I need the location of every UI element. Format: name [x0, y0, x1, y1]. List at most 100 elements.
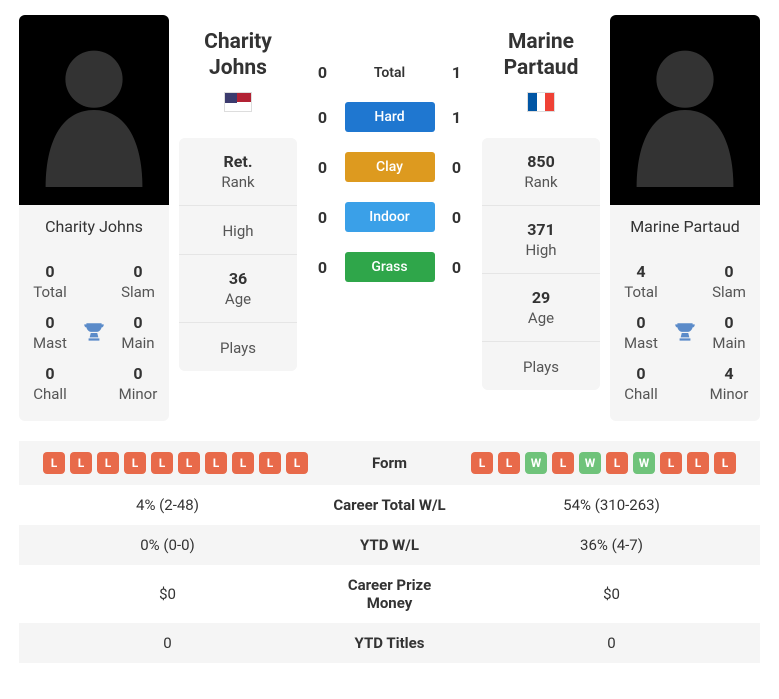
- trophy-icon: [668, 320, 702, 346]
- p1-age: 36Age: [179, 255, 297, 323]
- p1-total-count: 0: [315, 63, 331, 82]
- cmp-p2-value: LLWLWLWLLL: [463, 441, 760, 485]
- cmp-label: Career Prize Money: [316, 565, 463, 623]
- player2-card: Marine Partaud 4Total 0Slam 0Mast 0Main …: [610, 15, 760, 421]
- flag-us-icon: [224, 92, 252, 112]
- p1-grass-count: 0: [315, 258, 331, 277]
- cmp-p2-value: 54% (310-263): [463, 485, 760, 525]
- form-chip-l: L: [232, 452, 254, 474]
- form-chip-l: L: [259, 452, 281, 474]
- form-chip-l: L: [43, 452, 65, 474]
- silhouette-icon: [39, 30, 149, 190]
- surface-label-grass: Grass: [345, 252, 435, 282]
- form-chip-l: L: [498, 452, 520, 474]
- cmp-row: $0Career Prize Money$0: [19, 565, 760, 623]
- cmp-p1-value: $0: [19, 565, 316, 623]
- surface-row-clay: 0 Clay 0: [307, 152, 472, 182]
- form-chip-l: L: [97, 452, 119, 474]
- p1-high: High: [179, 206, 297, 255]
- form-chip-w: W: [579, 452, 601, 474]
- player2-name-col: Marine Partaud 850Rank 371High 29Age Pla…: [482, 15, 600, 421]
- h2h-center: 0Total10Hard10Clay00Indoor00Grass0: [307, 15, 472, 421]
- cmp-label: Form: [316, 441, 463, 485]
- p1-hard-count: 0: [315, 108, 331, 127]
- cmp-row: 4% (2-48)Career Total W/L54% (310-263): [19, 485, 760, 525]
- cmp-p2-value: $0: [463, 565, 760, 623]
- form-chips: LLWLWLWLLL: [471, 452, 752, 474]
- p2-age: 29Age: [482, 274, 600, 342]
- p2-total-count: 1: [449, 63, 465, 82]
- p2-total: 4Total: [614, 256, 668, 307]
- cmp-row: 0% (0-0)YTD W/L36% (4-7): [19, 525, 760, 565]
- surface-label-hard: Hard: [345, 102, 435, 132]
- player2-bigname: Marine Partaud: [502, 15, 581, 92]
- form-chip-l: L: [205, 452, 227, 474]
- surface-label-total: Total: [345, 65, 435, 81]
- p2-rank: 850Rank: [482, 138, 600, 206]
- player1-titles: 0Total 0Slam 0Mast 0Main 0Chall 0Minor: [19, 248, 169, 421]
- p1-clay-count: 0: [315, 158, 331, 177]
- p2-mast: 0Mast: [614, 307, 668, 358]
- form-chip-l: L: [687, 452, 709, 474]
- surface-row-grass: 0 Grass 0: [307, 252, 472, 282]
- surface-row-indoor: 0Indoor0: [307, 202, 472, 232]
- p1-chall: 0Chall: [23, 358, 77, 409]
- p2-high: 371High: [482, 206, 600, 274]
- p1-minor: 0Minor: [111, 358, 165, 409]
- player2-titles: 4Total 0Slam 0Mast 0Main 0Chall 4Minor: [610, 248, 760, 421]
- form-chip-l: L: [178, 452, 200, 474]
- form-chip-l: L: [660, 452, 682, 474]
- form-chips: LLLLLLLLLL: [27, 452, 308, 474]
- player1-bigname: Charity Johns: [202, 15, 274, 92]
- form-chip-w: W: [633, 452, 655, 474]
- surface-row-total: 0 Total 1: [307, 63, 472, 82]
- form-chip-l: L: [124, 452, 146, 474]
- player1-photo: [19, 15, 169, 205]
- p1-indoor-count: 0: [315, 208, 331, 227]
- flag-fr-icon: [527, 92, 555, 112]
- surface-row-hard: 0 Hard 1: [307, 102, 472, 132]
- p1-mast: 0Mast: [23, 307, 77, 358]
- cmp-p1-value: 0: [19, 623, 316, 663]
- p2-plays: Plays: [482, 342, 600, 390]
- surface-label-clay: Clay: [345, 152, 435, 182]
- silhouette-icon: [630, 30, 740, 190]
- p1-plays: Plays: [179, 323, 297, 371]
- p1-rank: Ret.Rank: [179, 138, 297, 206]
- cmp-label: Career Total W/L: [316, 485, 463, 525]
- p1-main: 0Main: [111, 307, 165, 358]
- player2-photo: [610, 15, 760, 205]
- surface-label-indoor: Indoor: [345, 202, 435, 232]
- player1-name: Charity Johns: [19, 205, 169, 248]
- form-chip-l: L: [70, 452, 92, 474]
- p2-grass-count: 0: [449, 258, 465, 277]
- player1-name-col: Charity Johns Ret.Rank High 36Age Plays: [179, 15, 297, 421]
- cmp-label: YTD Titles: [316, 623, 463, 663]
- cmp-p2-value: 36% (4-7): [463, 525, 760, 565]
- cmp-row: LLLLLLLLLLFormLLWLWLWLLL: [19, 441, 760, 485]
- form-chip-l: L: [606, 452, 628, 474]
- form-chip-l: L: [286, 452, 308, 474]
- p2-hard-count: 1: [449, 108, 465, 127]
- cmp-p2-value: 0: [463, 623, 760, 663]
- cmp-p1-value: LLLLLLLLLL: [19, 441, 316, 485]
- trophy-icon: [77, 320, 111, 346]
- p2-slam: 0Slam: [702, 256, 756, 307]
- p2-main: 0Main: [702, 307, 756, 358]
- form-chip-l: L: [151, 452, 173, 474]
- form-chip-l: L: [471, 452, 493, 474]
- p1-total: 0Total: [23, 256, 77, 307]
- comparison-table: LLLLLLLLLLFormLLWLWLWLLL4% (2-48)Career …: [19, 441, 760, 663]
- form-chip-w: W: [525, 452, 547, 474]
- cmp-p1-value: 4% (2-48): [19, 485, 316, 525]
- p2-clay-count: 0: [449, 158, 465, 177]
- top-section: Charity Johns 0Total 0Slam 0Mast 0Main 0…: [19, 15, 760, 421]
- player2-stats: 850Rank 371High 29Age Plays: [482, 138, 600, 390]
- p2-minor: 4Minor: [702, 358, 756, 409]
- cmp-label: YTD W/L: [316, 525, 463, 565]
- player1-stats: Ret.Rank High 36Age Plays: [179, 138, 297, 371]
- cmp-p1-value: 0% (0-0): [19, 525, 316, 565]
- p1-slam: 0Slam: [111, 256, 165, 307]
- p2-chall: 0Chall: [614, 358, 668, 409]
- cmp-row: 0YTD Titles0: [19, 623, 760, 663]
